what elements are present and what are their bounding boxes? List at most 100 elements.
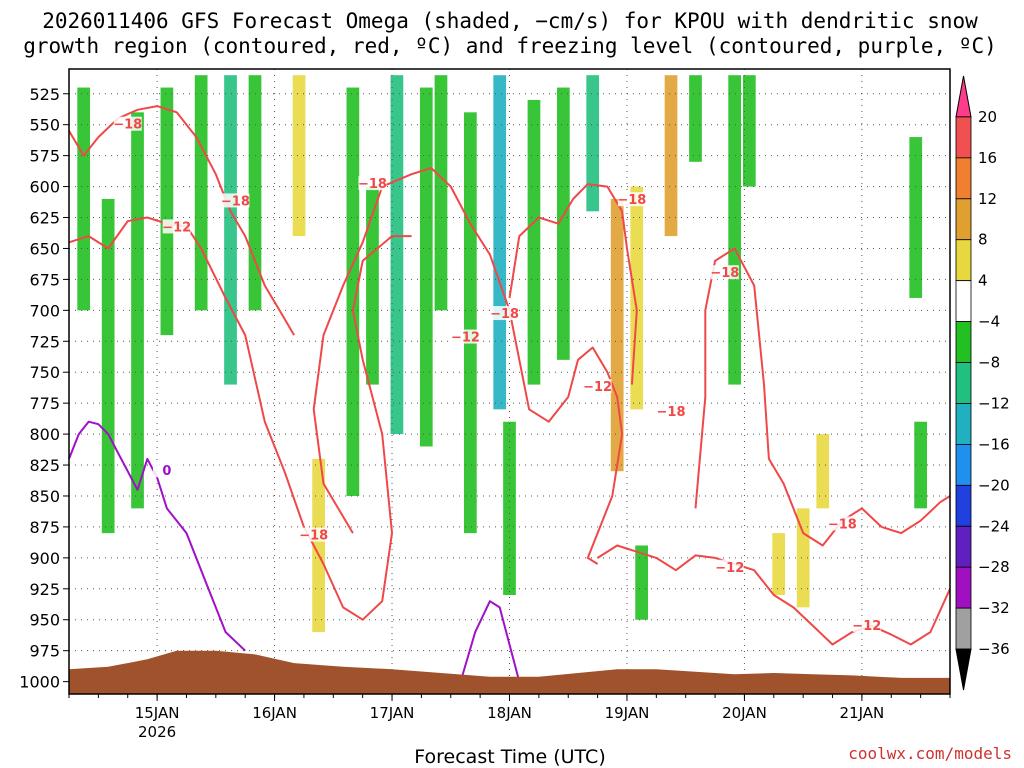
x-tick-label: 15JAN xyxy=(135,704,180,722)
terrain-fill xyxy=(69,650,950,694)
contour-line xyxy=(68,420,246,652)
colorbar-label: −4 xyxy=(978,313,1000,331)
colorbar-swatch xyxy=(955,607,972,650)
omega-band xyxy=(419,87,433,447)
omega-band xyxy=(586,75,600,212)
contour-label: −12 xyxy=(583,380,612,395)
colorbar-label: −16 xyxy=(978,435,1010,453)
omega-band xyxy=(224,75,237,385)
contour-label: −18 xyxy=(710,266,739,281)
omega-band xyxy=(101,198,115,534)
y-tick-label: 950 xyxy=(29,611,60,630)
omega-band xyxy=(556,87,570,360)
contour-label-bg xyxy=(710,265,739,280)
contour-label-bg xyxy=(358,176,387,191)
y-tick-label: 975 xyxy=(29,642,60,661)
colorbar-swatch xyxy=(955,280,972,322)
colorbar-label: 8 xyxy=(978,231,988,249)
contour-label-bg xyxy=(715,559,744,574)
contour-label: −12 xyxy=(715,561,744,576)
y-axis: 525 550 575 600 625 650 675 700 725 750 775 800 825 8… xyxy=(19,85,69,692)
omega-band xyxy=(248,75,262,311)
contour-label-bg xyxy=(152,463,181,478)
omega-band xyxy=(503,421,516,595)
omega-band xyxy=(689,75,702,162)
contour-label-bg xyxy=(299,527,328,542)
contour-label: −18 xyxy=(221,194,250,209)
y-tick-label: 775 xyxy=(29,394,60,413)
omega-band xyxy=(390,75,404,435)
omega-band xyxy=(463,112,477,534)
y-tick-label: 750 xyxy=(29,363,60,382)
colorbar-swatch xyxy=(955,484,972,527)
y-tick-label: 675 xyxy=(29,270,60,289)
y-tick-label: 900 xyxy=(29,549,60,568)
omega-band xyxy=(527,99,541,385)
colorbar-swatch xyxy=(955,157,972,200)
y-tick-label: 725 xyxy=(29,332,60,351)
contour-label-bg xyxy=(657,403,686,418)
omega-band xyxy=(366,186,379,385)
contour-label: −12 xyxy=(852,619,881,634)
omega-band xyxy=(816,434,830,509)
y-tick-label: 850 xyxy=(29,487,60,506)
y-tick-label: 625 xyxy=(29,209,60,228)
colorbar-label: 12 xyxy=(978,190,997,208)
colorbar-swatch xyxy=(955,443,972,486)
contour-label: −18 xyxy=(113,118,142,133)
y-tick-label: 800 xyxy=(29,425,60,444)
colorbar-label: −28 xyxy=(978,558,1010,576)
omega-band xyxy=(610,198,624,472)
contour-label-bg xyxy=(852,617,881,632)
colorbar-label: −24 xyxy=(978,517,1010,535)
omega-band xyxy=(77,87,91,311)
contour-label-bg xyxy=(113,116,142,131)
y-tick-label: 600 xyxy=(29,178,60,197)
contour-line xyxy=(508,183,638,385)
credit-text[interactable]: coolwx.com/models xyxy=(848,744,1012,763)
colorbar-label: −32 xyxy=(978,599,1010,617)
x-tick-label: 21JAN xyxy=(840,704,885,722)
omega-band xyxy=(914,421,927,509)
colorbar-swatch xyxy=(955,566,972,609)
omega-band xyxy=(160,87,174,336)
contour-label: −12 xyxy=(162,220,191,235)
colorbar-label: −36 xyxy=(978,640,1010,658)
colorbar-swatch xyxy=(955,321,972,363)
colorbar-top-arrow xyxy=(955,75,972,118)
contour-label: 0 xyxy=(162,464,171,479)
omega-band xyxy=(131,112,144,509)
contour-label: −18 xyxy=(490,307,519,322)
colorbar-swatch xyxy=(955,403,972,445)
x-tick-label: 17JAN xyxy=(370,704,415,722)
contour-label-bg xyxy=(451,329,480,344)
contour-label-bg xyxy=(162,219,191,234)
y-tick-label: 525 xyxy=(29,85,60,104)
contour-line xyxy=(597,544,951,646)
contour-line xyxy=(459,600,521,682)
omega-band xyxy=(796,508,810,608)
x-axis-label: Forecast Time (UTC) xyxy=(414,746,605,768)
omega-band xyxy=(635,545,649,620)
y-tick-label: 1000 xyxy=(19,673,60,692)
contour-label: −18 xyxy=(828,517,857,532)
chart-title-line2: growth region (contoured, red, ºC) and f… xyxy=(23,34,997,58)
x-tick-label: 18JAN xyxy=(487,704,532,722)
plot-area: −18−12−18−18−18−12−18−12−18−18−18−12−18−… xyxy=(68,68,951,695)
contour-line xyxy=(68,105,295,336)
y-tick-label: 700 xyxy=(29,301,60,320)
contour-line xyxy=(68,216,412,621)
contour-label-bg xyxy=(583,379,612,394)
x-tick-label: 20JAN xyxy=(722,704,767,722)
omega-band xyxy=(292,75,306,237)
x-tick-label: 16JAN xyxy=(252,704,297,722)
omega-band xyxy=(346,87,360,496)
x-tick-label: 19JAN xyxy=(605,704,650,722)
colorbar-swatch xyxy=(955,525,972,568)
contour-label-bg xyxy=(828,516,857,531)
omega-band xyxy=(194,75,208,311)
y-tick-label: 825 xyxy=(29,456,60,475)
y-tick-label: 575 xyxy=(29,147,60,166)
